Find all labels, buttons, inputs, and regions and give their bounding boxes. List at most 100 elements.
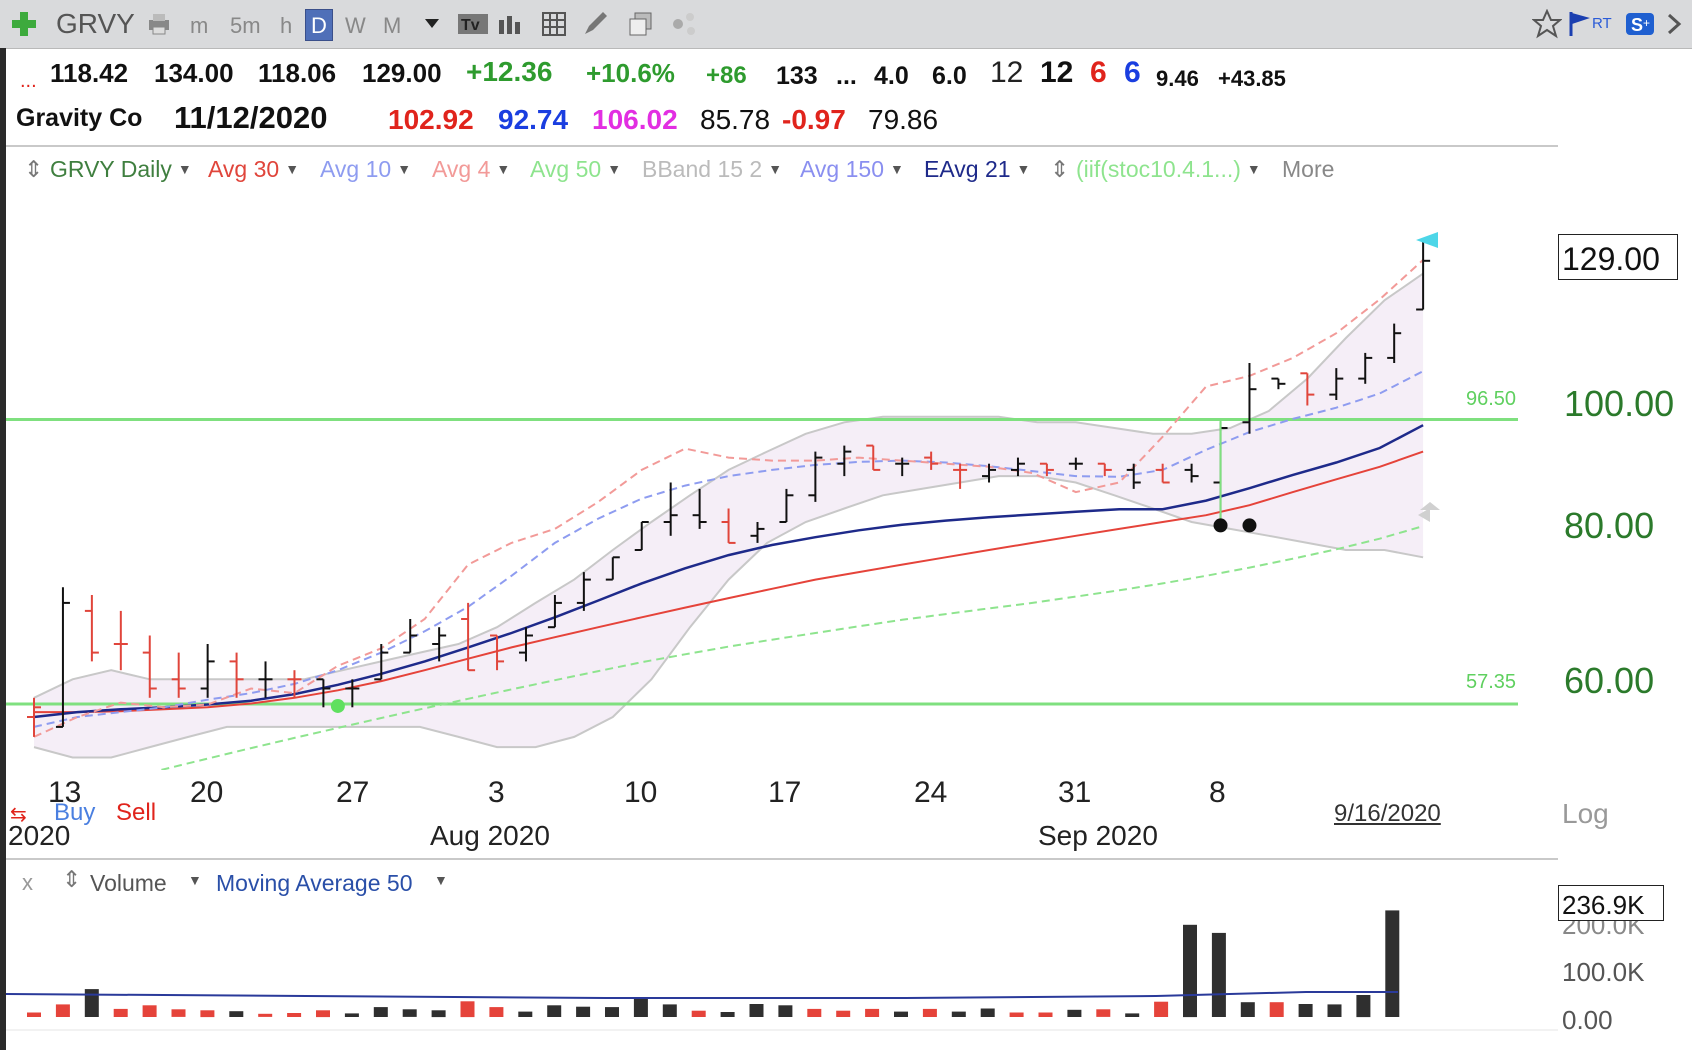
legend-move-handle-icon[interactable]: ⇕ — [24, 156, 44, 182]
realtime-icon[interactable]: RT — [1592, 15, 1612, 32]
last-price-box: 129.00 — [1558, 234, 1678, 280]
sell-button[interactable]: Sell — [116, 799, 157, 826]
quote-v4: +43.85 — [1218, 66, 1286, 91]
legend-avg150[interactable]: Avg 150 ▼ — [800, 156, 904, 183]
legend-avg4[interactable]: Avg 4 ▼ — [432, 156, 510, 183]
price-tick-80: 80.00 — [1564, 505, 1655, 546]
link-icon[interactable] — [668, 6, 702, 42]
legend-volume[interactable]: Volume — [90, 870, 167, 896]
x-tick-8: 8 — [1209, 776, 1226, 809]
streaming-icon[interactable]: S + — [1624, 6, 1656, 42]
print-icon[interactable] — [142, 6, 176, 42]
svg-text:Tv: Tv — [461, 17, 480, 34]
quote-q3: 106.02 — [592, 104, 678, 135]
company-name: Gravity Co — [16, 104, 143, 132]
legend-eavg21[interactable]: EAvg 21 ▼ — [924, 156, 1030, 183]
volume-bar — [402, 1009, 417, 1017]
volume-bar — [113, 1008, 128, 1017]
x-tick-24: 24 — [914, 776, 948, 809]
volume-bar — [980, 1008, 995, 1017]
favorite-star-icon[interactable] — [1530, 6, 1564, 42]
signal-dot-black — [1242, 518, 1257, 533]
x-tick-20: 20 — [190, 776, 224, 809]
chevron-down-icon: ▼ — [397, 161, 412, 177]
last-price-marker-icon — [1416, 232, 1438, 248]
quote-n4: 6 — [1124, 56, 1141, 89]
interval-dropdown-icon[interactable] — [420, 6, 444, 42]
volume-bar — [55, 1004, 70, 1017]
interval-h[interactable]: h — [280, 13, 293, 38]
flag-icon[interactable] — [1566, 6, 1594, 42]
legend-volume-ma[interactable]: Moving Average 50 — [216, 870, 413, 896]
chevron-down-icon: ▼ — [496, 161, 511, 177]
legend-avg30[interactable]: Avg 30 ▼ — [208, 156, 299, 183]
legend-grvy-daily[interactable]: GRVY Daily ▼ — [50, 156, 192, 183]
volume-bar — [1038, 1012, 1053, 1017]
volume-bar — [142, 1005, 157, 1017]
volume-bar — [1096, 1009, 1111, 1017]
quote-separator — [6, 145, 1558, 147]
legend-avg4-label: Avg 4 — [432, 156, 491, 182]
volume-bar — [171, 1009, 186, 1017]
quote-date: 11/12/2020 — [174, 100, 328, 135]
volume-bar — [1240, 1002, 1255, 1017]
chevron-down-icon: ▼ — [889, 161, 904, 177]
window-left-edge — [0, 48, 6, 1050]
buy-button[interactable]: Buy — [54, 799, 96, 826]
volume-bar — [518, 1011, 533, 1017]
bollinger-lower-line — [33, 475, 1424, 759]
symbol-input[interactable]: GRVY — [56, 8, 135, 39]
last-date-label: 9/16/2020 — [1334, 800, 1441, 827]
chevron-down-icon[interactable]: ▼ — [188, 872, 202, 888]
quote-n3: 6 — [1090, 56, 1107, 89]
buy-sell-arrow-icon[interactable]: ⇆ — [10, 804, 27, 826]
bar-style-icon[interactable] — [494, 6, 528, 42]
add-symbol-icon[interactable] — [6, 6, 42, 42]
layout-icon[interactable] — [624, 6, 658, 42]
legend-stoch[interactable]: (iif(stoc10.4.1...) ▼ — [1076, 156, 1261, 183]
legend-more-button[interactable]: More — [1282, 156, 1335, 182]
quote-n1: 12 — [990, 56, 1024, 89]
series-eavg-21 — [33, 424, 1424, 719]
volume-bar — [951, 1011, 966, 1017]
chevron-down-icon: ▼ — [177, 161, 192, 177]
quote-rank: 133 — [776, 62, 818, 90]
interval-mo[interactable]: M — [383, 13, 402, 38]
grid-table-icon[interactable] — [538, 6, 572, 42]
log-scale-toggle[interactable]: Log — [1562, 798, 1609, 829]
volume-close-button[interactable]: x — [22, 870, 33, 895]
volume-bar — [27, 1012, 41, 1017]
volume-bar — [865, 1008, 880, 1017]
volume-chart[interactable] — [6, 890, 1558, 1050]
vol-tick-0: 0.00 — [1562, 1005, 1613, 1035]
overflow-chevron-icon[interactable] — [1660, 6, 1690, 42]
interval-m[interactable]: m — [190, 13, 209, 38]
quote-q1: 102.92 — [388, 104, 474, 135]
price-chart[interactable] — [6, 190, 1558, 770]
quote-ellipsis: ... — [836, 62, 857, 90]
volume-bar — [460, 1001, 475, 1018]
volume-bar — [1327, 1004, 1342, 1017]
legend-avg50[interactable]: Avg 50 ▼ — [530, 156, 621, 183]
interval-5m[interactable]: 5m — [230, 13, 261, 38]
interval-w[interactable]: W — [345, 13, 366, 38]
draw-pencil-icon[interactable] — [578, 6, 612, 42]
legend-avg150-label: Avg 150 — [800, 156, 884, 182]
volume-move-handle-icon[interactable]: ⇕ — [62, 866, 82, 892]
volume-bar — [431, 1010, 446, 1018]
quote-lead: ... — [20, 70, 37, 92]
volume-bar — [1356, 995, 1371, 1018]
legend-stoch-label: (iif(stoc10.4.1...) — [1076, 156, 1241, 182]
quote-n2: 12 — [1040, 56, 1074, 89]
volume-bar — [662, 1004, 677, 1017]
legend-bband[interactable]: BBand 15 2 ▼ — [642, 156, 782, 183]
interval-d-selected[interactable]: D — [305, 9, 333, 41]
volume-ma-line — [6, 991, 1398, 999]
chevron-down-icon[interactable]: ▼ — [434, 872, 448, 888]
legend-eavg21-label: EAvg 21 — [924, 156, 1011, 182]
text-tool-icon[interactable]: Tv — [456, 6, 490, 42]
legend-move-handle-icon[interactable]: ⇕ — [1050, 156, 1070, 182]
legend-avg10[interactable]: Avg 10 ▼ — [320, 156, 411, 183]
price-tick-60: 60.00 — [1564, 660, 1655, 701]
signal-dot-black — [1213, 518, 1228, 533]
